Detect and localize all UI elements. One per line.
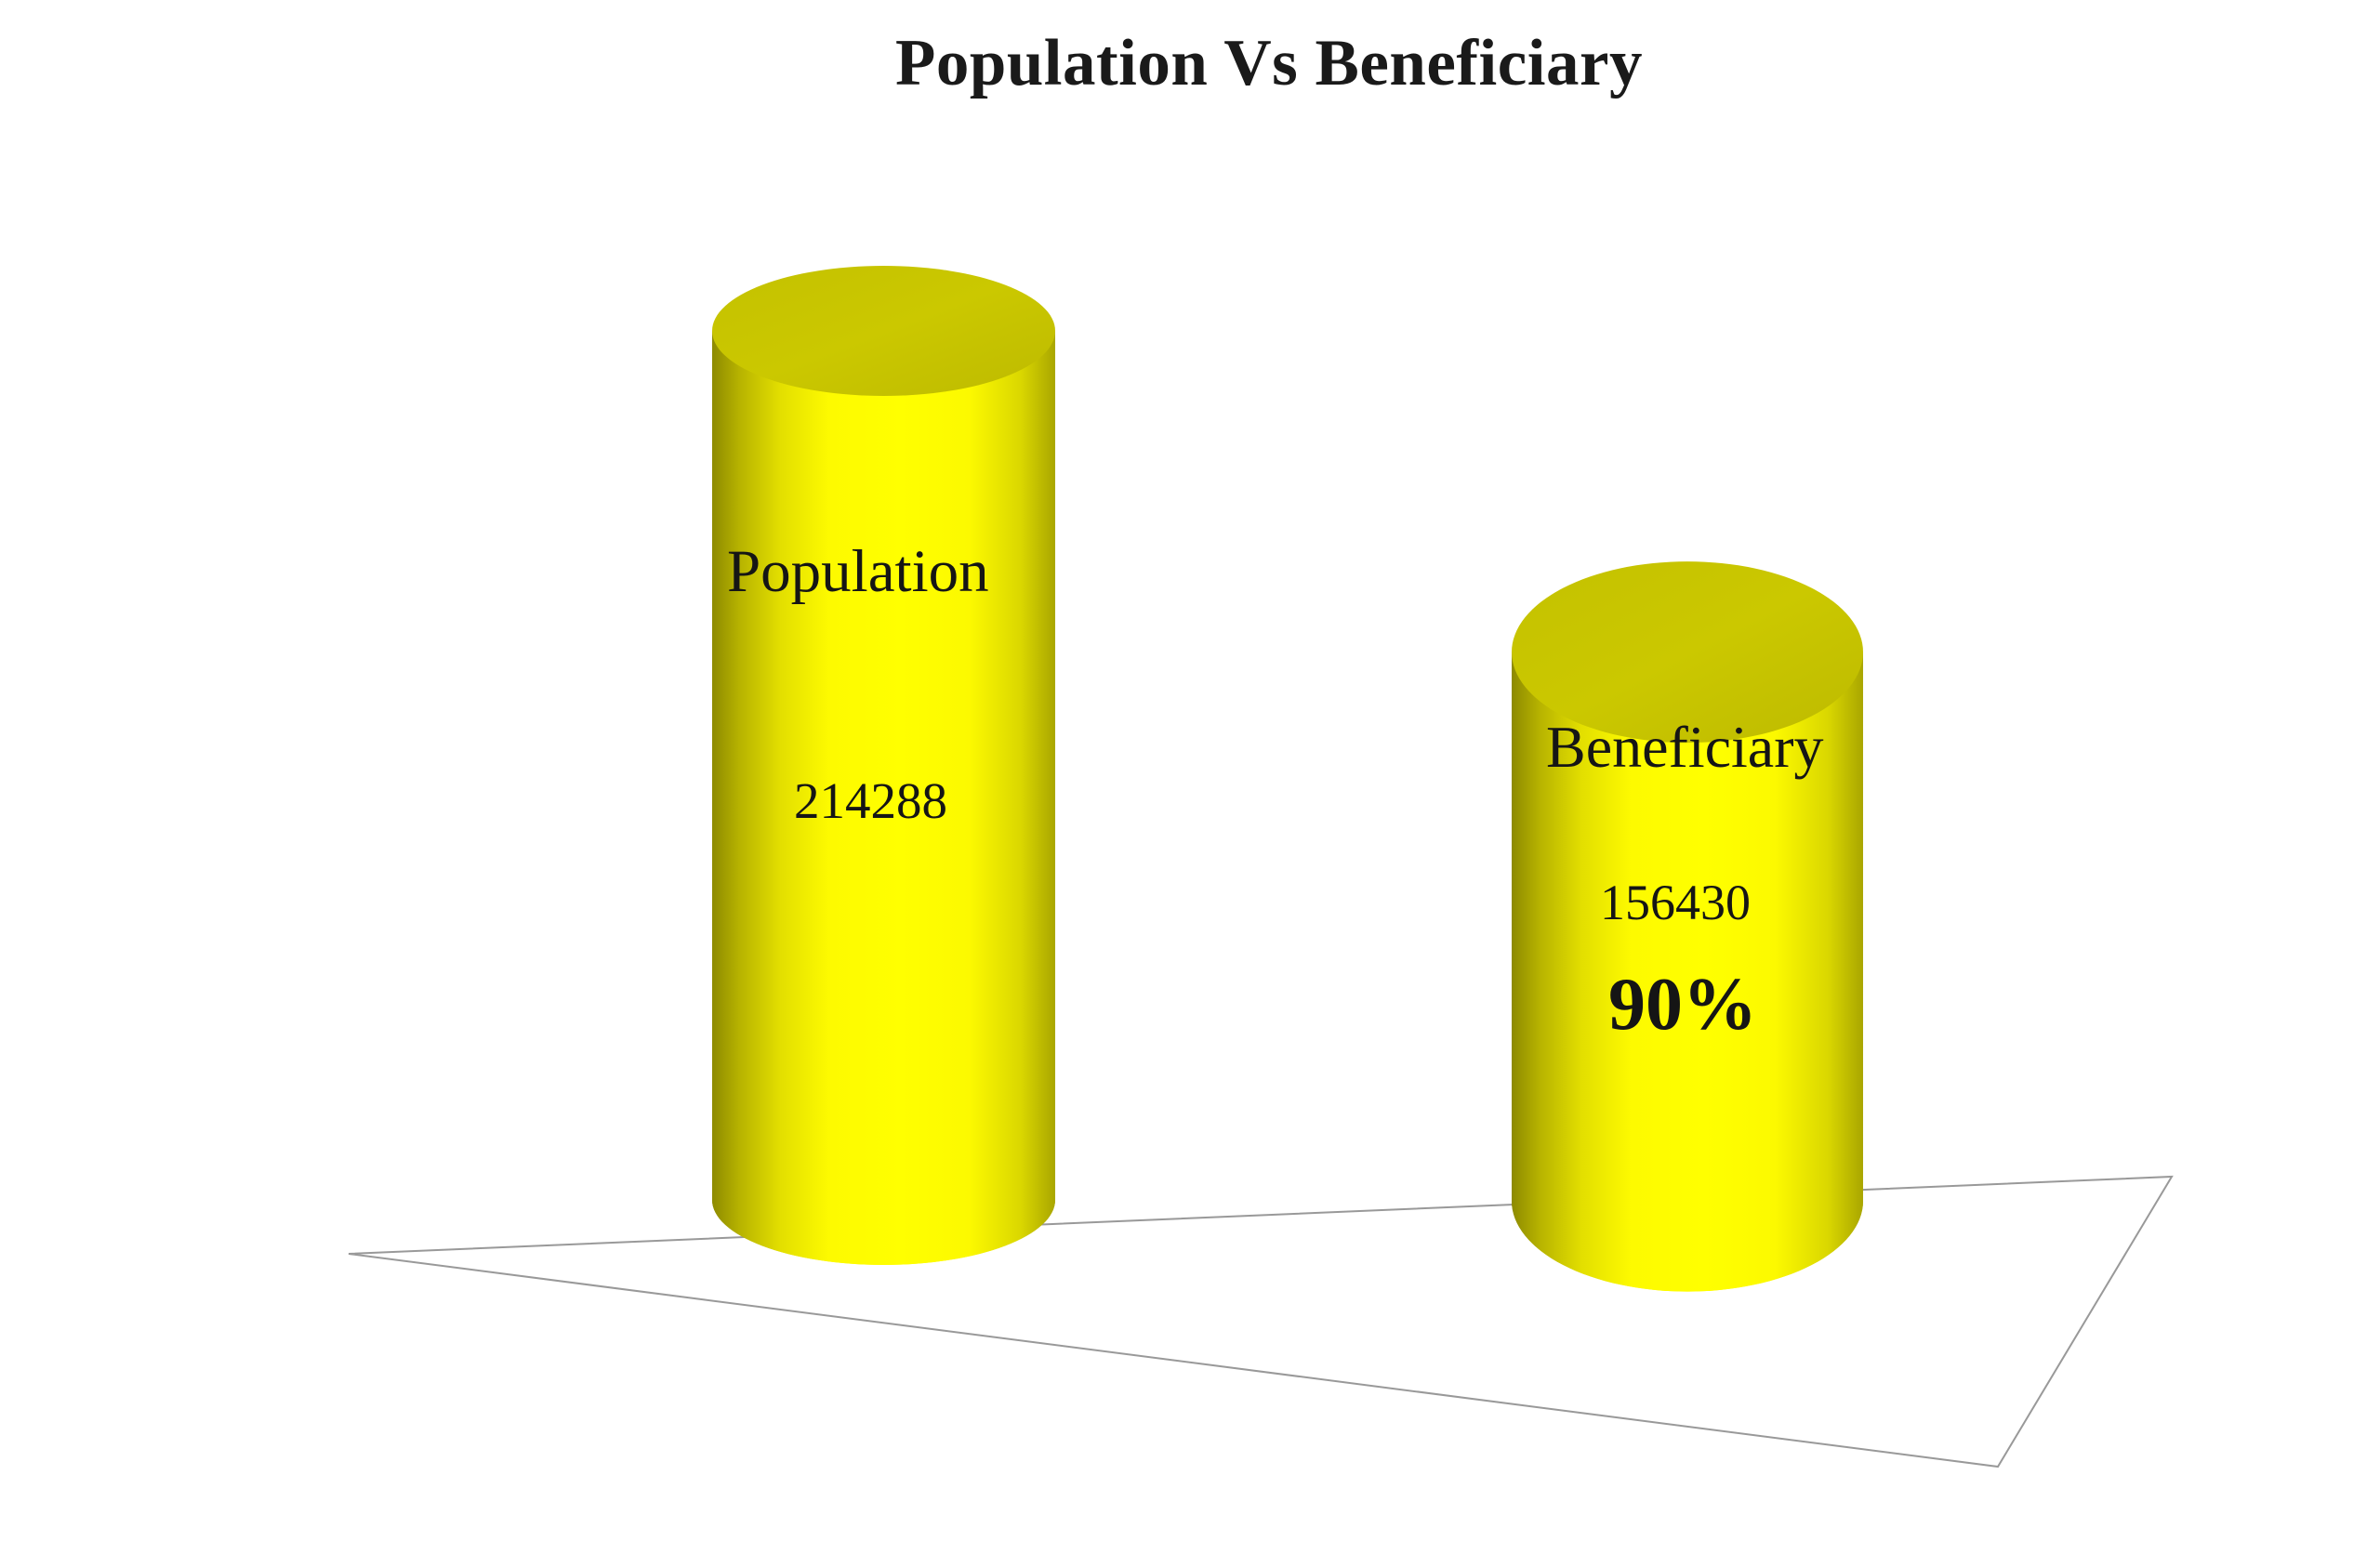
svg-text:Beneficiary: Beneficiary bbox=[1546, 714, 1824, 780]
svg-text:156430: 156430 bbox=[1600, 875, 1751, 930]
svg-text:90%: 90% bbox=[1608, 964, 1757, 1046]
svg-text:Population: Population bbox=[727, 538, 989, 605]
svg-text:214288: 214288 bbox=[794, 772, 947, 829]
